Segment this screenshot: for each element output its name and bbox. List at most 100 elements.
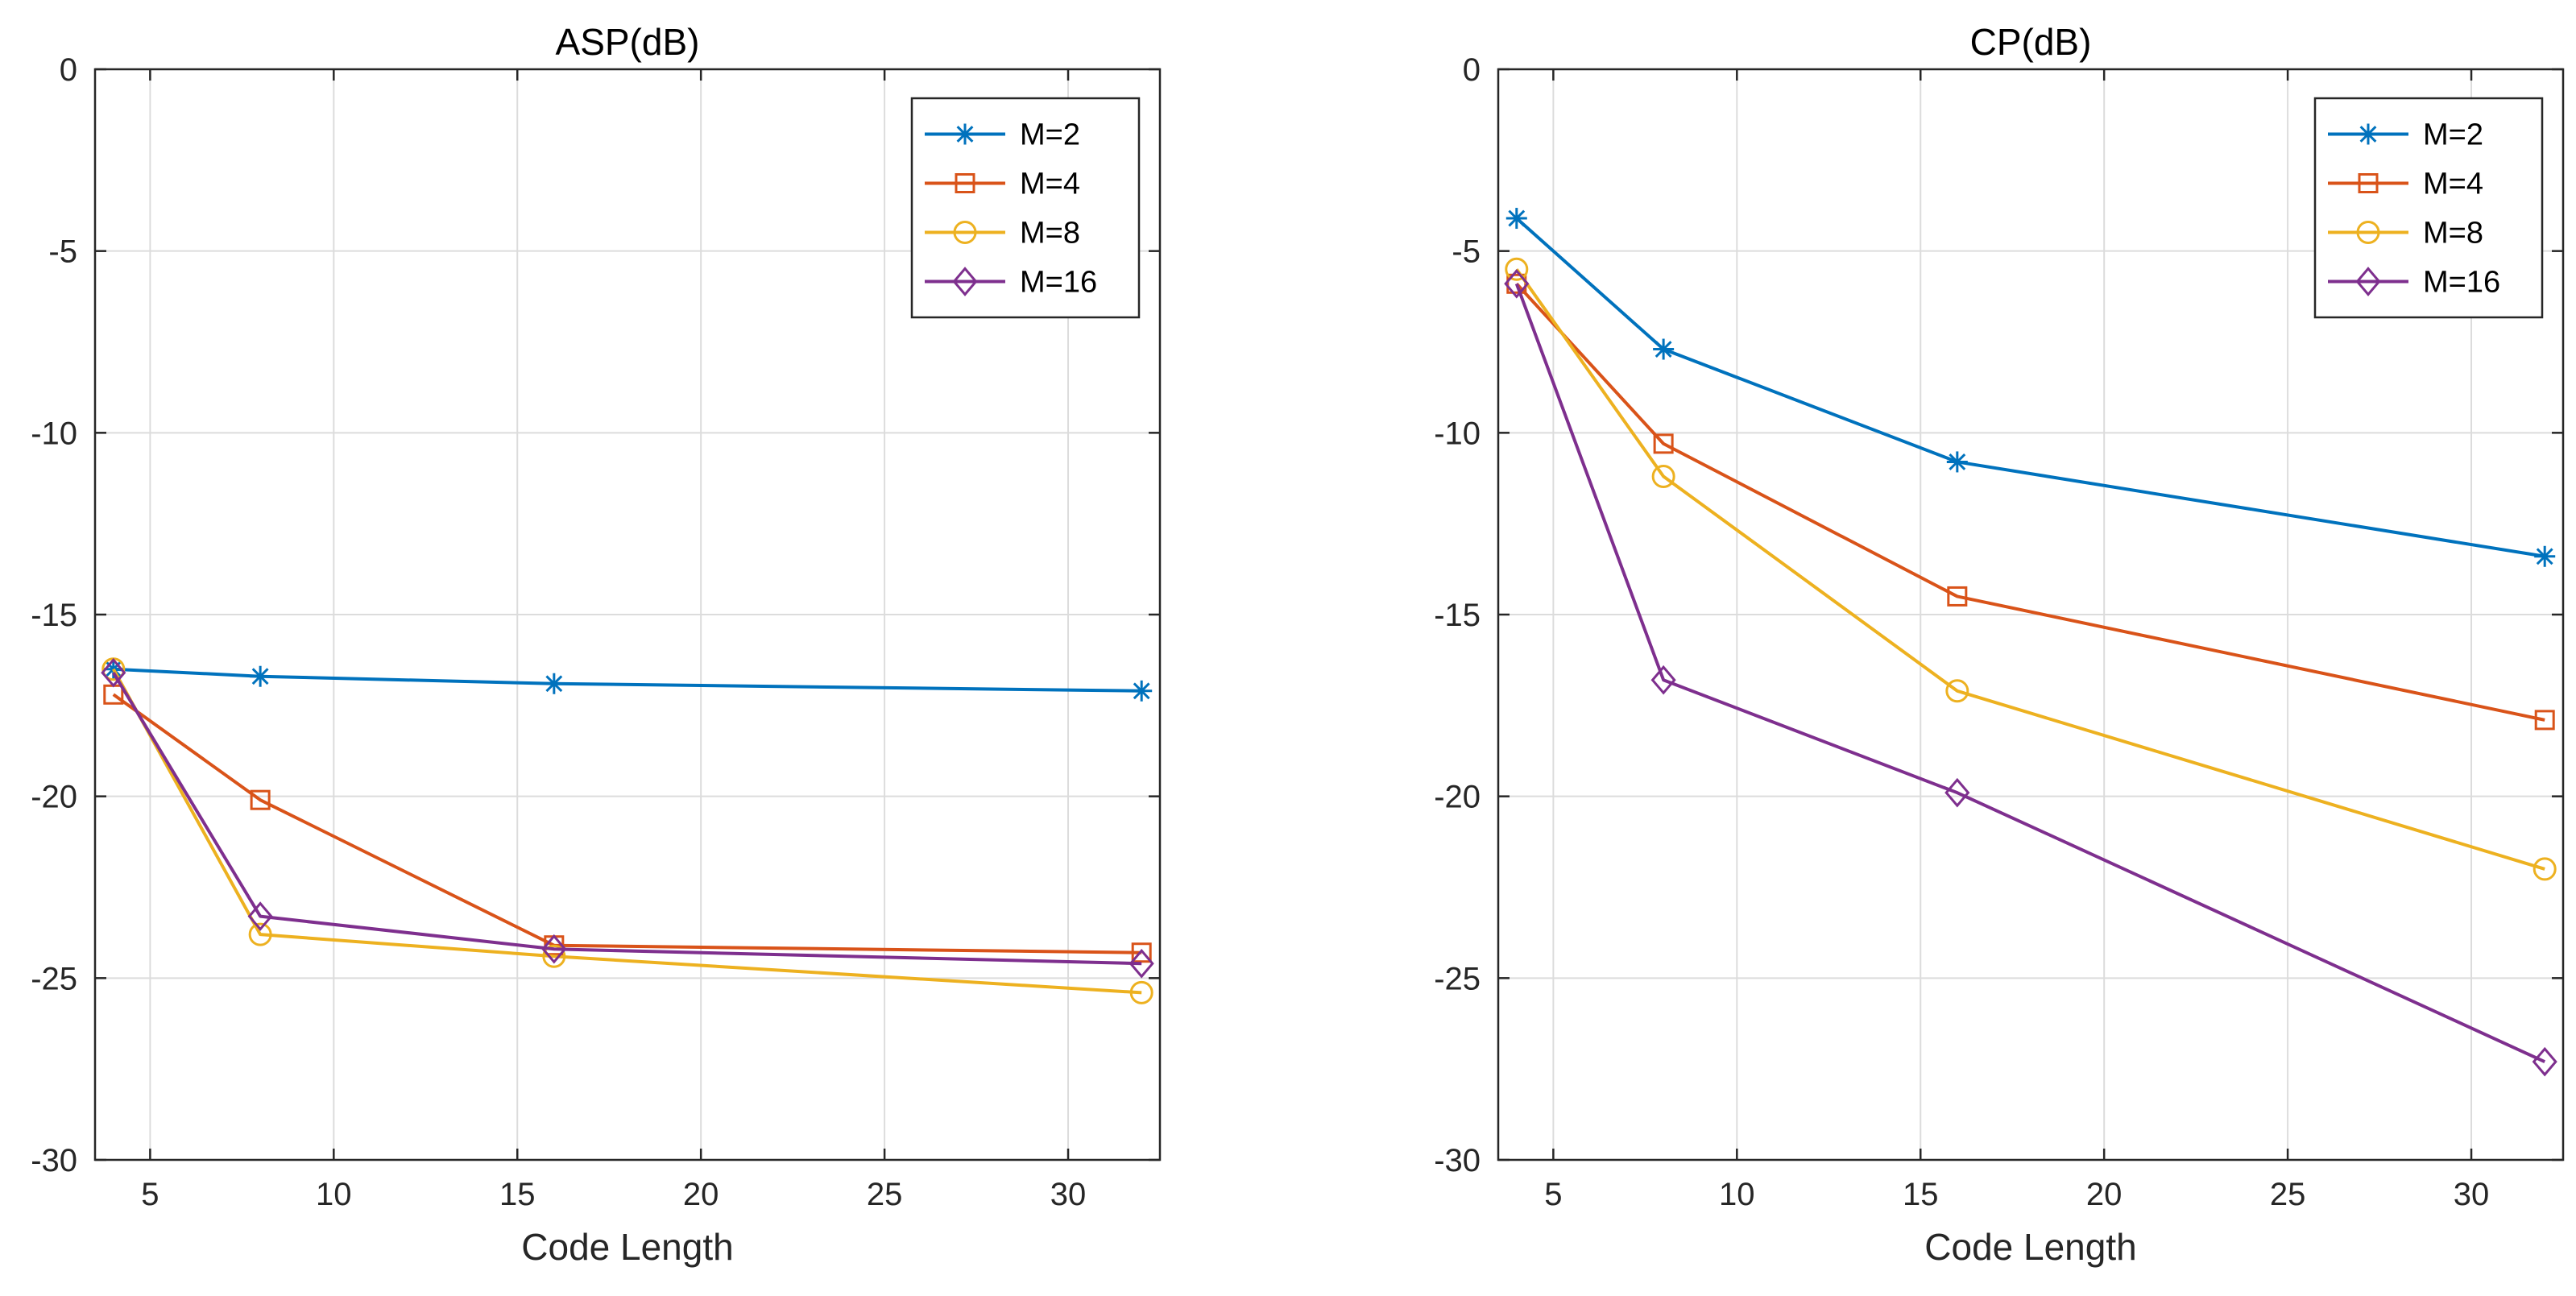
- grid: [95, 68, 1160, 1161]
- x-tick-label: 30: [1050, 1177, 1087, 1212]
- series-line: [1514, 283, 2546, 1063]
- data-point: [1650, 665, 1676, 695]
- series-m-8: [1505, 257, 2557, 881]
- legend-label: M=4: [1020, 168, 1080, 201]
- data-point: [2532, 1046, 2557, 1077]
- legend-marker: [955, 123, 975, 145]
- y-tick-label: 0: [1463, 52, 1481, 88]
- legend-marker-stroke: [956, 126, 974, 143]
- data-point: [248, 922, 272, 946]
- legend-entry: M=8: [2328, 217, 2483, 251]
- x-axis-label: Code Length: [521, 1226, 733, 1268]
- legend: M=2 M=4 M=8 M=16: [2313, 97, 2544, 319]
- legend-entry: M=16: [925, 266, 1097, 300]
- axes-frame: [93, 68, 1162, 1161]
- data-point: [1946, 451, 1968, 473]
- legend-label: M=16: [2423, 266, 2500, 300]
- data-point: [1945, 679, 1969, 703]
- data-point: [101, 657, 126, 688]
- legend-entry: M=4: [2328, 168, 2483, 201]
- data-point: [1947, 586, 1968, 607]
- legend: M=2 M=4 M=8 M=16: [910, 97, 1141, 319]
- series-line: [1515, 268, 2545, 871]
- data-point-stroke: [545, 675, 563, 693]
- data-point: [250, 789, 271, 810]
- legend-marker: [955, 173, 975, 193]
- legend-marker: [2356, 221, 2380, 244]
- y-tick-label: -30: [1434, 1143, 1481, 1178]
- x-tick-label: 20: [683, 1177, 719, 1212]
- y-tick-label: -15: [31, 598, 77, 633]
- y-tick-label: -20: [1434, 780, 1481, 815]
- data-point: [1129, 948, 1154, 979]
- legend-entry: M=16: [2328, 266, 2500, 300]
- data-point: [1131, 680, 1153, 702]
- data-point: [542, 944, 566, 968]
- series-line: [112, 693, 1142, 954]
- y-tick-label: -15: [1434, 598, 1481, 633]
- series-m-2: [1505, 208, 2556, 567]
- x-tick-label: 20: [2086, 1177, 2123, 1212]
- y-tick-label: -30: [31, 1143, 77, 1178]
- x-tick-label: 5: [1544, 1177, 1562, 1212]
- y-tick-label: -25: [31, 961, 77, 996]
- series-line: [1515, 217, 2545, 558]
- series-m-16: [1504, 268, 2557, 1077]
- data-point: [1944, 777, 1970, 808]
- legend-marker: [2358, 123, 2379, 145]
- x-tick-label: 25: [2270, 1177, 2306, 1212]
- data-point-stroke: [1508, 209, 1526, 227]
- chart-panel-1: 5 10 15 20 25 30 0 -5 -10 -15 -20 -25 -30 ASP(dB) Code…: [31, 21, 1162, 1268]
- legend-label: M=2: [1020, 118, 1080, 152]
- series-m-16: [101, 657, 1154, 979]
- legend-marker: [2355, 267, 2381, 296]
- y-tick-label: -10: [1434, 416, 1481, 451]
- data-point: [1129, 980, 1153, 1004]
- legend-marker-stroke: [2359, 126, 2377, 143]
- legend-marker: [2358, 173, 2379, 193]
- legend-entry: M=8: [925, 217, 1080, 251]
- x-tick-label: 5: [141, 1177, 159, 1212]
- x-tick-label: 15: [499, 1177, 536, 1212]
- data-point: [541, 934, 567, 964]
- x-tick-label: 10: [1719, 1177, 1755, 1212]
- legend-entry: M=2: [925, 118, 1080, 152]
- data-point-stroke: [2536, 548, 2553, 565]
- chart-title: ASP(dB): [556, 21, 700, 63]
- legend-marker: [952, 267, 978, 296]
- data-point: [250, 665, 271, 687]
- y-tick-label: 0: [60, 52, 77, 88]
- legend-label: M=16: [1020, 266, 1097, 300]
- data-point: [1505, 257, 1529, 281]
- axes-frame: [1497, 68, 2565, 1161]
- data-point: [2534, 545, 2556, 567]
- legend-label: M=4: [2423, 168, 2483, 201]
- data-point: [247, 901, 273, 931]
- data-point: [543, 673, 565, 694]
- data-point: [1653, 338, 1675, 360]
- y-tick-label: -5: [1452, 234, 1481, 270]
- data-point-stroke: [1949, 453, 1966, 470]
- x-tick-label: 25: [867, 1177, 903, 1212]
- data-point: [1653, 433, 1674, 454]
- series-m-4: [1506, 273, 2555, 731]
- legend-entry: M=2: [2328, 118, 2483, 152]
- data-point: [1131, 942, 1152, 963]
- data-point-stroke: [1655, 341, 1672, 358]
- x-tick-label: 10: [316, 1177, 352, 1212]
- data-point: [1651, 464, 1675, 488]
- series-line: [1515, 282, 2545, 722]
- legend-label: M=8: [1020, 217, 1080, 251]
- y-tick-label: -5: [48, 234, 77, 270]
- y-tick-label: -20: [31, 780, 77, 815]
- data-point-stroke: [251, 668, 269, 685]
- legend-marker: [953, 221, 977, 244]
- data-point: [2533, 857, 2557, 881]
- chart-panel-2: 5 10 15 20 25 30 0 -5 -10 -15 -20 -25 -30 CP(dB) Code …: [1434, 21, 2565, 1268]
- legend-label: M=2: [2423, 118, 2483, 152]
- data-point-stroke: [1133, 682, 1150, 700]
- x-tick-label: 15: [1903, 1177, 1939, 1212]
- data-point: [2534, 710, 2555, 731]
- data-point: [1504, 268, 1530, 299]
